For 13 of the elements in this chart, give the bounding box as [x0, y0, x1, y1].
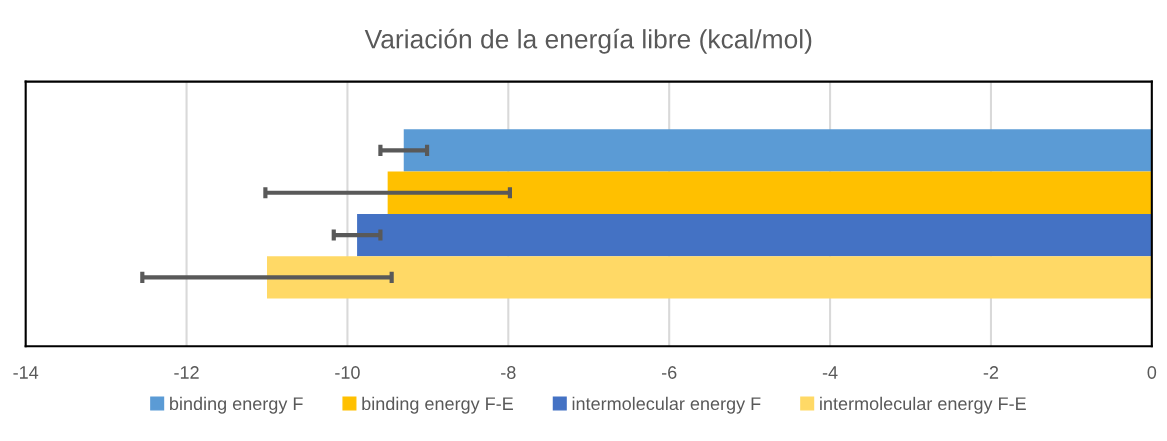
x-tick-label: -4 [822, 366, 838, 379]
x-tick-label: -14 [13, 366, 39, 379]
legend-label: binding energy F [170, 396, 303, 414]
legend-label: binding energy F-E [362, 396, 513, 414]
chart-title: Variación de la energía libre (kcal/mol) [364, 28, 812, 54]
x-tick-label: -6 [661, 366, 677, 379]
legend-label: intermolecular energy F-E [820, 396, 1026, 414]
x-tick-label: -2 [983, 366, 999, 379]
x-tick-label: -8 [501, 366, 516, 379]
x-tick-label: -10 [335, 366, 360, 379]
x-tick-label: 0 [1147, 366, 1157, 379]
x-tick-label: -12 [174, 366, 199, 379]
legend-label: intermolecular energy F [572, 396, 761, 414]
